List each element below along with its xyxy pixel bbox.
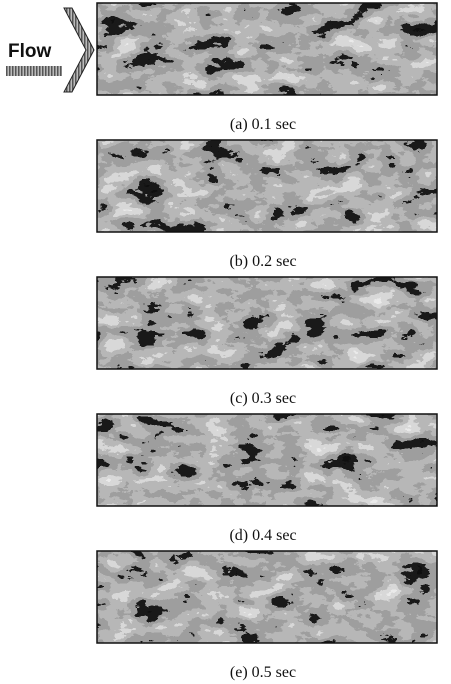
- flow-image: [97, 277, 437, 369]
- flow-bar: [6, 66, 62, 76]
- caption: (a) 0.1 sec: [230, 116, 296, 133]
- flow-indicator: Flow: [6, 8, 94, 92]
- caption: (e) 0.5 sec: [230, 664, 296, 681]
- caption: (d) 0.4 sec: [229, 527, 296, 544]
- caption: (c) 0.3 sec: [230, 390, 296, 407]
- flow-image: [97, 551, 437, 643]
- caption: (b) 0.2 sec: [229, 253, 296, 270]
- panel: (b) 0.2 sec: [97, 140, 437, 270]
- flow-chevron: [64, 8, 94, 92]
- figure: Flow (a) 0.1 sec (b) 0.2 sec (c) 0.3 sec (d…: [0, 0, 451, 684]
- flow-image: [97, 414, 437, 506]
- panel: (e) 0.5 sec: [97, 551, 437, 681]
- panel: (a) 0.1 sec: [97, 3, 437, 133]
- flow-label: Flow: [8, 41, 51, 62]
- flow-image: [97, 3, 437, 95]
- panel: (d) 0.4 sec: [97, 414, 437, 544]
- flow-image: [97, 140, 437, 232]
- panel: (c) 0.3 sec: [97, 277, 437, 407]
